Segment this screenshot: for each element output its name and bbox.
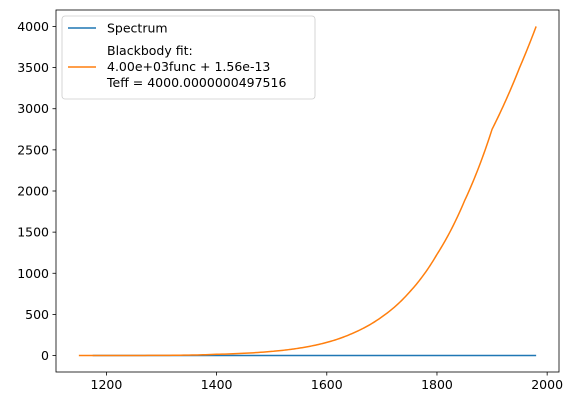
legend-box: [61, 15, 316, 100]
y-tick-label: 2500: [17, 142, 49, 157]
legend: Spectrum Blackbody fit: 4.00e+03func + 1…: [61, 15, 316, 100]
y-tick-label: 1500: [17, 225, 49, 240]
x-tick-label: 1400: [201, 377, 233, 392]
y-tick-label: 0: [41, 348, 49, 363]
y-axis: 0 500 1000 1500 2000 2500 3000 3500 4000: [17, 19, 56, 363]
y-tick-label: 500: [25, 307, 49, 322]
x-tick-label: 1200: [91, 377, 123, 392]
y-tick-label: 3000: [17, 101, 49, 116]
x-axis: 1200 1400 1600 1800 2000: [91, 372, 563, 392]
y-tick-label: 2000: [17, 184, 49, 199]
x-tick-label: 1600: [311, 377, 343, 392]
x-tick-label: 1800: [421, 377, 453, 392]
y-tick-label: 3500: [17, 60, 49, 75]
y-tick-label: 4000: [17, 19, 49, 34]
legend-label-blackbody-fit-line-3: Teff = 4000.0000000497516: [106, 75, 286, 90]
series-line-blackbody-fit: [78, 26, 537, 357]
legend-label-blackbody-fit-line-1: Blackbody fit:: [107, 43, 193, 58]
x-tick-label: 2000: [531, 377, 563, 392]
legend-label-spectrum: Spectrum: [107, 21, 168, 36]
series-layer: [78, 26, 537, 357]
y-tick-label: 1000: [17, 266, 49, 281]
legend-label-blackbody-fit-line-2: 4.00e+03func + 1.56e-13: [107, 59, 270, 74]
